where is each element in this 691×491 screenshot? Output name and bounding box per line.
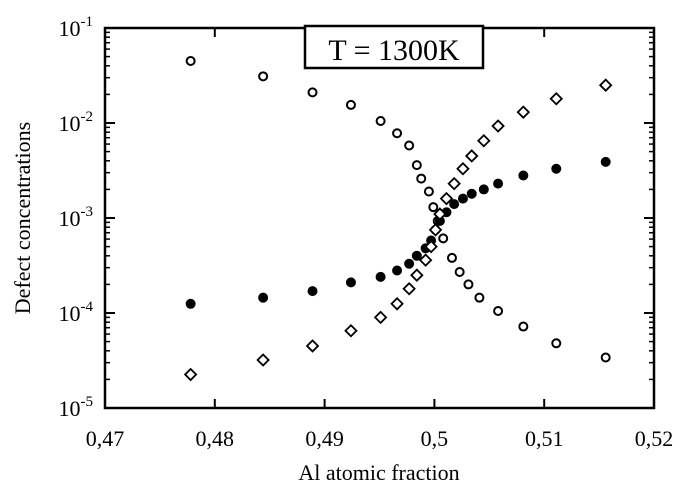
y-tick-label: 10-5 bbox=[59, 394, 94, 421]
filled-circle-point bbox=[449, 199, 460, 210]
y-axis-ticks: 10-5 10-4 10-3 10-2 10-1 bbox=[59, 14, 654, 421]
open-diamond-point bbox=[477, 134, 491, 148]
data-points bbox=[183, 55, 613, 382]
filled-circle-point bbox=[411, 250, 422, 261]
open-circle-point bbox=[345, 99, 356, 110]
filled-circle-point bbox=[478, 184, 489, 195]
open-circle-point bbox=[493, 305, 504, 316]
open-diamond-point bbox=[549, 91, 564, 106]
open-diamond-point bbox=[439, 191, 454, 206]
open-circle-point bbox=[428, 202, 439, 213]
open-diamond-point bbox=[456, 161, 470, 176]
filled-circle-point bbox=[375, 271, 386, 282]
filled-circle-point bbox=[258, 292, 269, 303]
open-circle-point bbox=[600, 352, 611, 363]
open-circle-point bbox=[551, 338, 562, 349]
y-tick-label: 10-1 bbox=[59, 14, 94, 41]
temperature-annotation: T = 1300K bbox=[303, 24, 485, 70]
open-diamond-point bbox=[428, 223, 443, 237]
open-diamond-point bbox=[305, 339, 320, 353]
open-diamond-point bbox=[418, 253, 433, 267]
filled-circle-point bbox=[185, 298, 196, 309]
open-circle-point bbox=[446, 252, 457, 263]
filled-circle-point bbox=[493, 178, 504, 189]
x-tick-label: 0,49 bbox=[305, 426, 344, 451]
open-diamond-point bbox=[447, 176, 461, 191]
open-circle-point bbox=[518, 321, 529, 332]
filled-circle-point bbox=[345, 277, 356, 288]
open-diamond-point bbox=[598, 78, 613, 92]
y-axis-label: Defect concentrations bbox=[10, 122, 35, 314]
open-circle-point bbox=[404, 140, 415, 151]
y-tick-label: 10-4 bbox=[59, 299, 94, 326]
open-circle-point bbox=[416, 173, 427, 184]
filled-circle-point bbox=[392, 265, 403, 276]
filled-circle-point bbox=[551, 163, 562, 174]
open-circle-point bbox=[463, 279, 474, 290]
open-circle-point bbox=[438, 233, 449, 244]
open-diamond-point bbox=[516, 105, 531, 119]
annotation-text: T = 1300K bbox=[328, 34, 460, 67]
x-tick-label: 0,51 bbox=[525, 426, 564, 451]
y-tick-label: 10-2 bbox=[59, 109, 94, 136]
x-tick-label: 0,52 bbox=[635, 426, 674, 451]
open-circle-point bbox=[411, 160, 422, 171]
open-circle-point bbox=[474, 292, 485, 303]
x-tick-label: 0,47 bbox=[86, 426, 125, 451]
open-diamond-point bbox=[424, 239, 438, 254]
filled-circle-point bbox=[518, 170, 529, 181]
open-circle-point bbox=[392, 128, 403, 139]
open-diamond-point bbox=[491, 119, 505, 133]
x-tick-label: 0,48 bbox=[196, 426, 235, 451]
open-circle-point bbox=[185, 55, 196, 66]
x-tick-label: 0,5 bbox=[421, 426, 449, 451]
filled-circle-point bbox=[404, 258, 415, 269]
open-diamond-point bbox=[410, 268, 424, 282]
open-circle-point bbox=[423, 186, 434, 197]
plot-frame bbox=[103, 26, 656, 410]
open-diamond-point bbox=[433, 207, 447, 221]
open-diamond-point bbox=[402, 281, 416, 296]
open-diamond-point bbox=[373, 310, 388, 325]
open-diamond-point bbox=[390, 297, 404, 311]
open-circle-point bbox=[454, 267, 465, 278]
y-tick-label: 10-3 bbox=[59, 204, 94, 231]
open-diamond-point bbox=[183, 367, 198, 382]
x-axis-label: Al atomic fraction bbox=[298, 460, 459, 485]
open-diamond-point bbox=[256, 353, 270, 367]
open-circle-point bbox=[307, 87, 318, 98]
open-circle-point bbox=[258, 71, 269, 82]
filled-circle-point bbox=[466, 188, 477, 199]
annotation-box bbox=[303, 24, 485, 70]
open-circle-point bbox=[375, 115, 386, 126]
filled-circle-point bbox=[307, 286, 318, 297]
filled-circle-point bbox=[457, 193, 468, 204]
x-axis-ticks: 0,47 0,48 0,49 0,5 0,51 0,52 bbox=[86, 28, 674, 451]
filled-circle-point bbox=[600, 156, 611, 167]
open-diamond-point bbox=[464, 149, 479, 163]
open-diamond-point bbox=[344, 324, 358, 338]
